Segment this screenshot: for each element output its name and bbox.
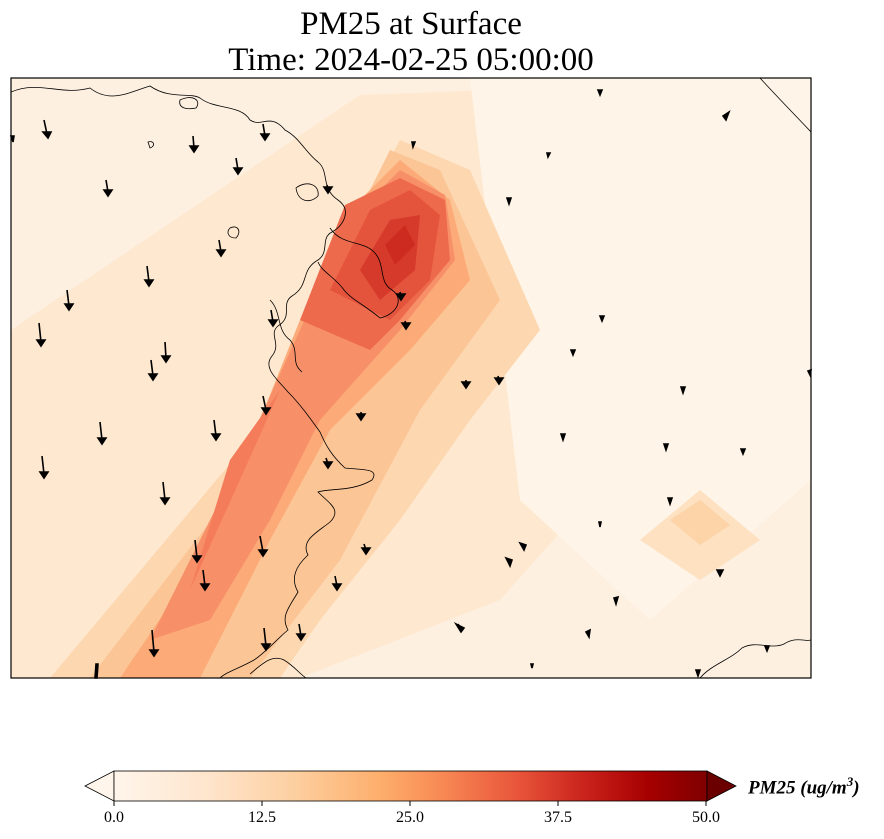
figure-title-line1: PM25 at Surface [300, 6, 522, 42]
wind-vectors [9, 89, 813, 679]
colorbar-gradient [113, 770, 708, 802]
colorbar-label-exponent: 3 [846, 774, 854, 789]
colorbar-tick-label: 12.5 [248, 809, 276, 826]
colorbar-label-text: PM25 (ug/m [748, 777, 847, 799]
colorbar-tick-label: 37.5 [544, 809, 572, 826]
colorbar-under-arrow [84, 770, 115, 802]
map-frame [10, 77, 812, 679]
colorbar-label: PM25 (ug/m3) [748, 774, 860, 799]
figure-title-line2: Time: 2024-02-25 05:00:00 [228, 42, 594, 78]
colorbar-tick-label: 25.0 [396, 809, 424, 826]
colorbar [84, 770, 737, 806]
coastlines [11, 78, 811, 678]
colorbar-label-close: ) [853, 777, 860, 799]
colorbar-tick-label: 50.0 [692, 809, 720, 826]
colorbar-over-arrow [706, 770, 737, 802]
colorbar-tick-label: 0.0 [104, 809, 124, 826]
pm25-field [11, 78, 811, 678]
